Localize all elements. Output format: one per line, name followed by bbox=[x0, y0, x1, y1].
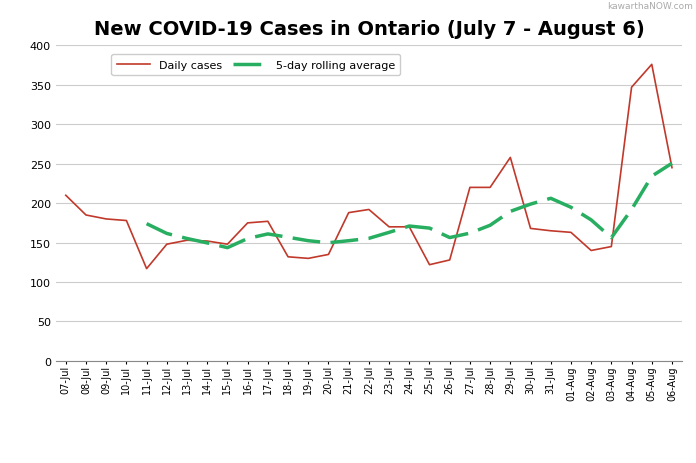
Daily cases bbox=[567, 230, 575, 236]
Daily cases bbox=[183, 238, 191, 244]
5-day rolling average bbox=[203, 241, 212, 246]
5-day rolling average bbox=[304, 238, 313, 244]
5-day rolling average bbox=[425, 226, 434, 232]
Daily cases bbox=[466, 185, 474, 191]
5-day rolling average bbox=[324, 240, 333, 246]
5-day rolling average bbox=[345, 238, 353, 244]
5-day rolling average bbox=[567, 205, 575, 211]
Title: New COVID-19 Cases in Ontario (July 7 - August 6): New COVID-19 Cases in Ontario (July 7 - … bbox=[93, 20, 644, 39]
Line: Daily cases: Daily cases bbox=[66, 65, 672, 269]
Daily cases bbox=[345, 210, 353, 216]
5-day rolling average bbox=[587, 218, 595, 223]
5-day rolling average bbox=[183, 236, 191, 242]
5-day rolling average bbox=[486, 223, 494, 229]
Daily cases bbox=[122, 218, 131, 224]
Daily cases bbox=[102, 217, 111, 222]
Daily cases bbox=[445, 257, 454, 263]
Daily cases bbox=[223, 242, 232, 247]
5-day rolling average bbox=[143, 221, 151, 227]
5-day rolling average bbox=[546, 196, 555, 201]
5-day rolling average bbox=[244, 236, 252, 242]
Daily cases bbox=[627, 85, 635, 91]
5-day rolling average bbox=[405, 224, 413, 229]
5-day rolling average bbox=[284, 235, 292, 240]
Daily cases bbox=[546, 228, 555, 234]
Daily cases bbox=[324, 252, 333, 257]
5-day rolling average bbox=[667, 161, 676, 167]
5-day rolling average bbox=[264, 232, 272, 237]
5-day rolling average bbox=[223, 245, 232, 251]
Daily cases bbox=[607, 244, 615, 250]
Daily cases bbox=[143, 266, 151, 272]
Daily cases bbox=[244, 221, 252, 226]
5-day rolling average bbox=[385, 230, 393, 236]
Legend: Daily cases, 5-day rolling average: Daily cases, 5-day rolling average bbox=[111, 55, 400, 76]
5-day rolling average bbox=[506, 209, 514, 215]
Daily cases bbox=[203, 239, 212, 244]
5-day rolling average bbox=[163, 231, 171, 237]
Daily cases bbox=[365, 207, 373, 213]
Daily cases bbox=[526, 226, 535, 232]
Line: 5-day rolling average: 5-day rolling average bbox=[147, 164, 672, 248]
5-day rolling average bbox=[526, 202, 535, 207]
5-day rolling average bbox=[445, 235, 454, 241]
Daily cases bbox=[284, 255, 292, 260]
Daily cases bbox=[425, 263, 434, 268]
Daily cases bbox=[304, 256, 313, 262]
Daily cases bbox=[405, 225, 413, 230]
5-day rolling average bbox=[627, 207, 635, 213]
Text: kawarthaNOW.com: kawarthaNOW.com bbox=[607, 2, 693, 11]
Daily cases bbox=[264, 219, 272, 225]
5-day rolling average bbox=[365, 236, 373, 242]
Daily cases bbox=[82, 213, 90, 218]
Daily cases bbox=[667, 165, 676, 171]
Daily cases bbox=[647, 63, 656, 68]
Daily cases bbox=[486, 185, 494, 191]
5-day rolling average bbox=[647, 174, 656, 180]
5-day rolling average bbox=[607, 235, 615, 241]
Daily cases bbox=[506, 155, 514, 161]
Daily cases bbox=[587, 248, 595, 254]
5-day rolling average bbox=[466, 231, 474, 237]
Daily cases bbox=[62, 193, 70, 199]
Daily cases bbox=[163, 242, 171, 247]
Daily cases bbox=[385, 225, 393, 230]
